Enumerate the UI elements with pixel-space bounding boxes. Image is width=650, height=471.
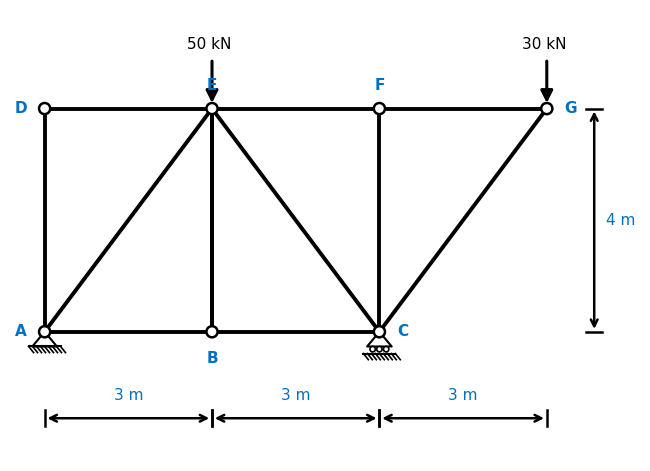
Circle shape (377, 347, 382, 352)
Circle shape (207, 103, 218, 114)
Circle shape (374, 326, 385, 337)
Text: F: F (374, 78, 385, 93)
Text: 50 kN: 50 kN (187, 37, 231, 52)
Text: B: B (206, 351, 218, 366)
Circle shape (370, 347, 375, 352)
Text: 30 kN: 30 kN (522, 37, 566, 52)
Text: A: A (15, 324, 27, 339)
Text: 4 m: 4 m (606, 212, 636, 227)
Text: 3 m: 3 m (448, 388, 478, 403)
Text: D: D (14, 101, 27, 116)
Circle shape (374, 103, 385, 114)
Text: G: G (565, 101, 577, 116)
Circle shape (541, 103, 552, 114)
Text: C: C (397, 324, 408, 339)
Circle shape (39, 103, 50, 114)
Circle shape (207, 326, 218, 337)
Text: 3 m: 3 m (114, 388, 143, 403)
Circle shape (384, 347, 389, 352)
Text: E: E (207, 78, 217, 93)
Text: 3 m: 3 m (281, 388, 311, 403)
Circle shape (39, 326, 50, 337)
